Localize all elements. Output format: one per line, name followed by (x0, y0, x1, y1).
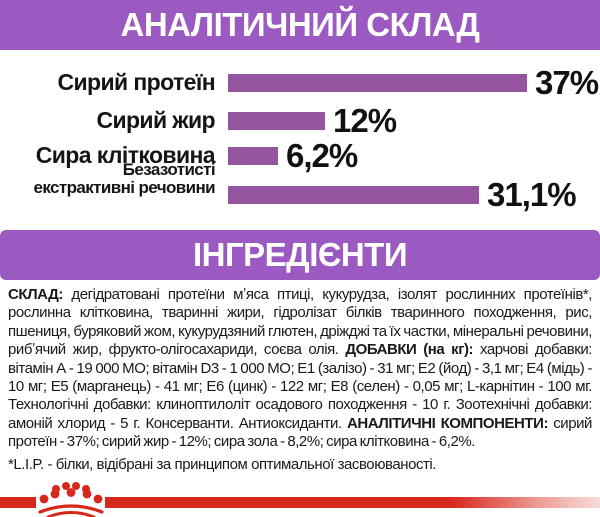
royal-canin-crown-icon (38, 482, 104, 517)
analytical-components-heading: АНАЛІТИЧНІ КОМПОНЕНТИ: (346, 414, 548, 432)
composition-list: дегідратовані протеїни мʼяса птиці, куку… (8, 286, 592, 359)
section-header-analytical-composition: АНАЛІТИЧНИЙ СКЛАД (0, 0, 600, 50)
section-header-ingredients: ІНГРЕДІЄНТИ (0, 230, 600, 280)
composition-heading: СКЛАД: (8, 286, 63, 303)
bar-crude-protein (228, 74, 527, 92)
section-title: ІНГРЕДІЄНТИ (192, 236, 408, 273)
bar-crude-fat (228, 112, 325, 130)
red-divider-right (105, 497, 600, 508)
bar-label-crude-fat: Сирий жир (96, 107, 215, 133)
section-title: АНАЛІТИЧНИЙ СКЛАД (120, 6, 480, 43)
bar-label-nfe-line1: Безазотисті (122, 160, 216, 179)
bar-value-crude-fat: 12% (333, 102, 397, 139)
bar-label-crude-fibre: Сира клітковина (35, 142, 216, 168)
analytical-components-list: сирий протеїн - 37%; сирий жир - 12%; си… (8, 414, 592, 451)
bar-value-crude-protein: 37% (535, 64, 599, 101)
ingredients-text-block: СКЛАД: дегідратовані протеїни мʼяса птиц… (8, 286, 592, 474)
bar-nfe (228, 186, 479, 204)
lip-footnote: *L.I.P. - білки, відібрані за принципом … (8, 455, 437, 473)
bar-value-crude-fibre: 6,2% (286, 137, 358, 174)
bar-label-crude-protein: Сирий протеїн (57, 69, 215, 95)
ingredients-paragraph: СКЛАД: дегідратовані протеїни мʼяса птиц… (8, 286, 592, 452)
bar-value-nfe: 31,1% (487, 176, 577, 213)
red-divider-left (0, 497, 36, 508)
bar-label-nfe-line2: екстрактивні речовини (33, 178, 216, 197)
bar-crude-fibre (228, 147, 278, 165)
additives-heading: ДОБАВКИ (на кг): (345, 341, 474, 359)
additives-list: харчові добавки: вітамін А - 19 000 МО; … (8, 341, 592, 432)
